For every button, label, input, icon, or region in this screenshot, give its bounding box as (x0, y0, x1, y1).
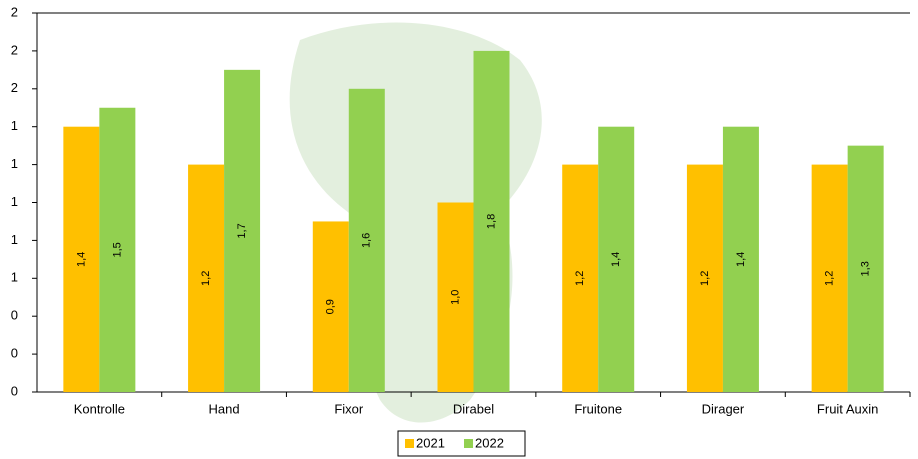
bar (598, 126, 635, 392)
value-label: 1,2 (200, 271, 212, 286)
bar (686, 164, 723, 392)
value-label: 1,0 (449, 290, 461, 305)
value-label: 1,4 (735, 252, 747, 267)
x-tick-label: Hand (209, 401, 240, 416)
y-tick-label: 2 (11, 80, 18, 95)
bar (473, 50, 510, 393)
legend-label: 2021 (416, 435, 445, 450)
x-tick-label: Dirabel (453, 401, 494, 416)
legend-swatch (464, 439, 473, 448)
bar (99, 107, 136, 392)
value-label: 0,9 (325, 299, 337, 314)
value-label: 1,4 (610, 252, 622, 267)
value-label: 1,5 (111, 242, 123, 257)
value-label: 1,8 (485, 214, 497, 229)
x-tick-label: Fixor (334, 401, 364, 416)
y-tick-label: 2 (11, 42, 18, 57)
bar (811, 164, 848, 392)
value-label: 1,3 (860, 261, 872, 276)
y-tick-label: 0 (11, 383, 18, 398)
y-tick-label: 0 (11, 308, 18, 323)
value-label: 1,6 (361, 233, 373, 248)
legend-label: 2022 (475, 435, 504, 450)
bar (224, 69, 261, 392)
legend-swatch (405, 439, 414, 448)
bar (188, 164, 225, 392)
x-tick-label: Fruit Auxin (817, 401, 878, 416)
bar (63, 126, 100, 392)
y-tick-label: 2 (11, 4, 18, 19)
x-tick-label: Kontrolle (74, 401, 125, 416)
bar (437, 202, 474, 392)
bar (312, 221, 349, 392)
bar (348, 88, 385, 393)
value-label: 1,7 (236, 223, 248, 238)
bar (847, 145, 884, 392)
y-tick-label: 1 (11, 270, 18, 285)
x-tick-label: Dirager (702, 401, 745, 416)
bar (562, 164, 599, 392)
value-label: 1,2 (574, 271, 586, 286)
y-tick-label: 1 (11, 194, 18, 209)
y-tick-label: 1 (11, 156, 18, 171)
y-tick-label: 1 (11, 118, 18, 133)
value-label: 1,2 (699, 271, 711, 286)
legend-box (397, 430, 526, 457)
value-label: 1,2 (824, 271, 836, 286)
x-tick-label: Fruitone (574, 401, 622, 416)
value-label: 1,4 (75, 252, 87, 267)
y-tick-label: 0 (11, 346, 18, 361)
bar (722, 126, 759, 392)
y-tick-label: 1 (11, 232, 18, 247)
